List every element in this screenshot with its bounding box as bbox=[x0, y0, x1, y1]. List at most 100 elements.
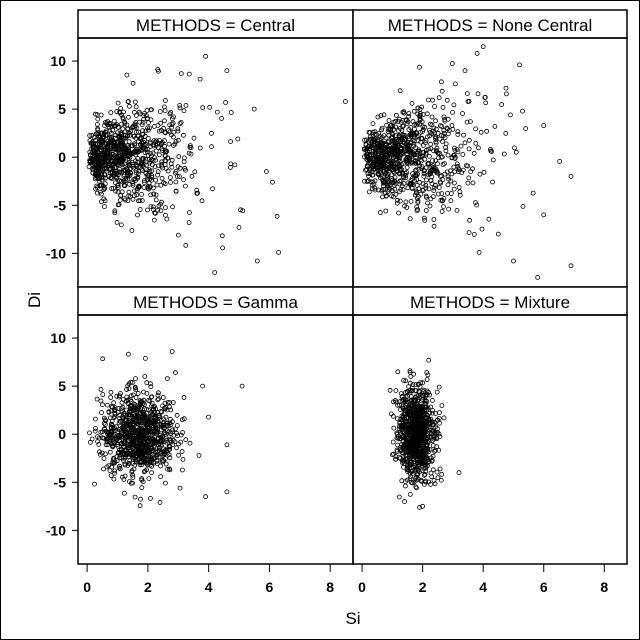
data-point bbox=[373, 149, 379, 155]
data-point bbox=[389, 167, 394, 172]
data-point bbox=[392, 118, 398, 124]
data-point bbox=[473, 200, 478, 206]
data-point bbox=[428, 178, 434, 184]
data-point bbox=[362, 137, 367, 143]
data-point bbox=[131, 408, 137, 414]
data-point bbox=[385, 178, 391, 184]
data-point bbox=[436, 155, 441, 161]
data-point bbox=[429, 474, 435, 480]
data-point bbox=[167, 420, 173, 426]
data-point bbox=[411, 143, 416, 149]
data-point bbox=[428, 141, 434, 147]
data-point bbox=[152, 440, 158, 446]
data-point bbox=[115, 182, 121, 188]
data-point bbox=[471, 231, 477, 237]
data-point bbox=[418, 454, 424, 460]
data-point bbox=[426, 389, 431, 395]
data-point bbox=[423, 182, 429, 188]
data-point bbox=[112, 407, 118, 412]
data-point bbox=[177, 165, 183, 171]
data-point bbox=[399, 183, 405, 189]
data-point bbox=[404, 205, 410, 210]
data-point bbox=[400, 458, 406, 464]
data-point bbox=[409, 159, 415, 165]
data-point bbox=[151, 143, 157, 149]
data-point bbox=[418, 398, 424, 404]
data-point bbox=[398, 145, 403, 151]
data-point bbox=[96, 170, 102, 176]
data-point bbox=[153, 192, 159, 198]
data-point bbox=[87, 138, 93, 143]
data-point bbox=[146, 397, 152, 403]
data-point bbox=[422, 390, 428, 396]
data-point bbox=[89, 132, 95, 138]
data-point bbox=[173, 188, 179, 194]
data-point bbox=[126, 479, 132, 485]
data-point bbox=[119, 121, 124, 127]
data-point bbox=[414, 177, 420, 182]
data-point bbox=[209, 144, 214, 150]
data-point bbox=[107, 449, 113, 455]
data-point bbox=[405, 399, 411, 405]
data-point bbox=[401, 137, 407, 142]
data-point bbox=[414, 183, 420, 188]
data-point bbox=[411, 132, 417, 138]
data-point bbox=[131, 407, 137, 413]
data-point bbox=[425, 200, 430, 206]
data-point bbox=[175, 232, 181, 238]
data-point bbox=[427, 133, 433, 139]
data-point bbox=[137, 436, 143, 442]
data-point bbox=[137, 460, 143, 466]
y-tick-label: -10 bbox=[46, 245, 66, 261]
data-point bbox=[120, 115, 126, 121]
data-point bbox=[457, 189, 463, 195]
data-point bbox=[176, 441, 182, 447]
data-point bbox=[162, 480, 168, 486]
data-point bbox=[169, 164, 175, 170]
data-point bbox=[191, 135, 197, 141]
data-point bbox=[139, 445, 145, 451]
data-point bbox=[395, 197, 400, 203]
data-point bbox=[415, 138, 421, 144]
data-point bbox=[417, 384, 423, 390]
data-point bbox=[117, 466, 123, 472]
data-point bbox=[102, 156, 108, 161]
data-point bbox=[104, 168, 110, 174]
data-point bbox=[373, 151, 378, 157]
data-point bbox=[400, 109, 406, 115]
data-point bbox=[87, 430, 92, 436]
data-point bbox=[130, 80, 136, 86]
data-point bbox=[414, 195, 420, 201]
data-point bbox=[166, 141, 172, 147]
data-point bbox=[423, 138, 429, 144]
data-point bbox=[371, 166, 377, 172]
data-point bbox=[138, 399, 144, 405]
data-point bbox=[116, 465, 122, 471]
data-point bbox=[433, 136, 438, 142]
data-point bbox=[115, 140, 120, 146]
data-point bbox=[107, 415, 113, 421]
data-point bbox=[144, 149, 150, 155]
data-point bbox=[387, 166, 393, 172]
data-point bbox=[148, 117, 154, 123]
data-point bbox=[456, 470, 462, 476]
data-point bbox=[454, 207, 460, 213]
data-point bbox=[397, 444, 403, 450]
data-point bbox=[411, 404, 417, 410]
data-point bbox=[109, 186, 115, 191]
data-point bbox=[149, 470, 155, 476]
data-point bbox=[439, 138, 445, 144]
data-point bbox=[96, 441, 102, 447]
data-point bbox=[108, 389, 114, 395]
data-point bbox=[189, 173, 195, 179]
data-point bbox=[431, 188, 437, 193]
data-point bbox=[163, 149, 168, 155]
data-point bbox=[120, 397, 126, 403]
data-point bbox=[432, 447, 438, 453]
data-point bbox=[390, 413, 396, 419]
data-point bbox=[179, 417, 185, 423]
data-point bbox=[147, 158, 153, 164]
data-point bbox=[413, 440, 419, 446]
data-point bbox=[147, 495, 153, 501]
data-point bbox=[214, 109, 220, 115]
